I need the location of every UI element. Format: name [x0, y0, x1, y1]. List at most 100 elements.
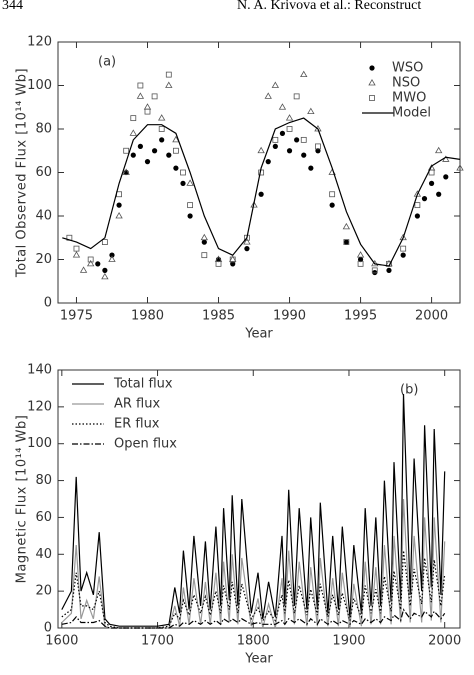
legend-label: ER flux: [114, 417, 160, 432]
point: [173, 165, 179, 171]
point: [435, 146, 443, 154]
point: [144, 159, 151, 165]
point: [129, 129, 137, 136]
y-axis-label: Total Observed Flux [10¹⁴ Wb]: [15, 68, 30, 278]
point: [87, 256, 94, 263]
x-tick-label: 1990: [273, 309, 306, 324]
point: [315, 148, 321, 154]
point: [286, 126, 293, 132]
y-tick-label: 0: [44, 296, 52, 311]
point: [101, 239, 108, 246]
legend-swatch: [369, 95, 375, 101]
point: [79, 266, 88, 273]
point: [399, 233, 407, 241]
point: [414, 202, 421, 209]
point: [186, 179, 194, 186]
point: [400, 245, 407, 252]
point: [301, 152, 307, 158]
point: [286, 148, 293, 154]
point: [109, 252, 115, 258]
x-tick-label: 2000: [415, 309, 448, 324]
y-tick-label: 80: [35, 473, 52, 488]
point: [123, 147, 130, 154]
legend-label: NSO: [392, 76, 420, 91]
x-tick-label: 1700: [141, 634, 174, 649]
point: [436, 191, 442, 197]
point: [386, 267, 392, 273]
x-tick-label: 1975: [60, 309, 93, 324]
point: [279, 130, 286, 136]
point: [166, 152, 172, 158]
running-title: N. A. Krivova et al.: Reconstruct: [237, 0, 421, 13]
point: [102, 267, 108, 273]
point: [130, 115, 137, 122]
point: [264, 92, 272, 99]
point: [136, 92, 145, 99]
x-tick-label: 2000: [428, 634, 461, 649]
point: [250, 201, 258, 208]
point: [428, 180, 435, 186]
series-line: [61, 393, 446, 627]
legend-label: Total flux: [113, 377, 173, 392]
y-tick-label: 60: [35, 510, 52, 525]
point: [343, 239, 350, 246]
point: [137, 82, 144, 89]
point: [201, 239, 207, 245]
point: [72, 251, 81, 258]
point: [271, 81, 280, 88]
point: [95, 261, 101, 267]
point: [272, 143, 278, 149]
y-tick-label: 20: [35, 584, 52, 599]
point: [421, 196, 428, 202]
point: [159, 137, 165, 143]
point: [180, 180, 186, 186]
point: [244, 246, 250, 252]
point: [357, 256, 364, 263]
point: [343, 239, 349, 245]
point: [265, 159, 271, 165]
point: [443, 174, 449, 180]
point: [143, 103, 152, 110]
x-tick-label: 1900: [332, 634, 365, 649]
point: [230, 261, 236, 267]
y-tick-label: 80: [35, 122, 52, 137]
legend-label: Model: [392, 106, 431, 121]
point: [165, 71, 172, 78]
page-number: 344: [2, 0, 23, 13]
point: [116, 202, 122, 208]
x-tick-label: 1600: [45, 634, 78, 649]
point: [158, 114, 166, 121]
point: [294, 137, 300, 143]
point: [215, 260, 222, 267]
point: [414, 213, 420, 219]
y-tick-label: 120: [27, 35, 52, 50]
y-tick-label: 100: [27, 436, 52, 451]
point: [122, 168, 130, 175]
series-line: [61, 498, 446, 629]
point: [187, 213, 193, 219]
point: [285, 114, 294, 121]
x-tick-label: 1985: [202, 309, 235, 324]
point: [130, 152, 136, 158]
y-tick-label: 120: [27, 399, 52, 414]
plot-area: [62, 70, 464, 280]
series-line: [61, 550, 446, 629]
point: [456, 164, 464, 171]
point: [428, 169, 435, 176]
plot-frame: [57, 369, 461, 629]
x-axis-label: Year: [244, 652, 273, 667]
point: [315, 143, 321, 150]
y-tick-label: 140: [27, 363, 52, 378]
point: [272, 136, 279, 143]
y-tick-label: 20: [35, 252, 52, 267]
point: [165, 81, 173, 88]
point: [329, 191, 336, 198]
point: [201, 252, 208, 259]
point: [101, 272, 109, 280]
point: [173, 147, 179, 154]
point: [86, 259, 95, 267]
point: [357, 260, 364, 267]
point: [300, 136, 307, 143]
legend-label: MWO: [392, 91, 426, 106]
legend-swatch: [368, 78, 376, 86]
